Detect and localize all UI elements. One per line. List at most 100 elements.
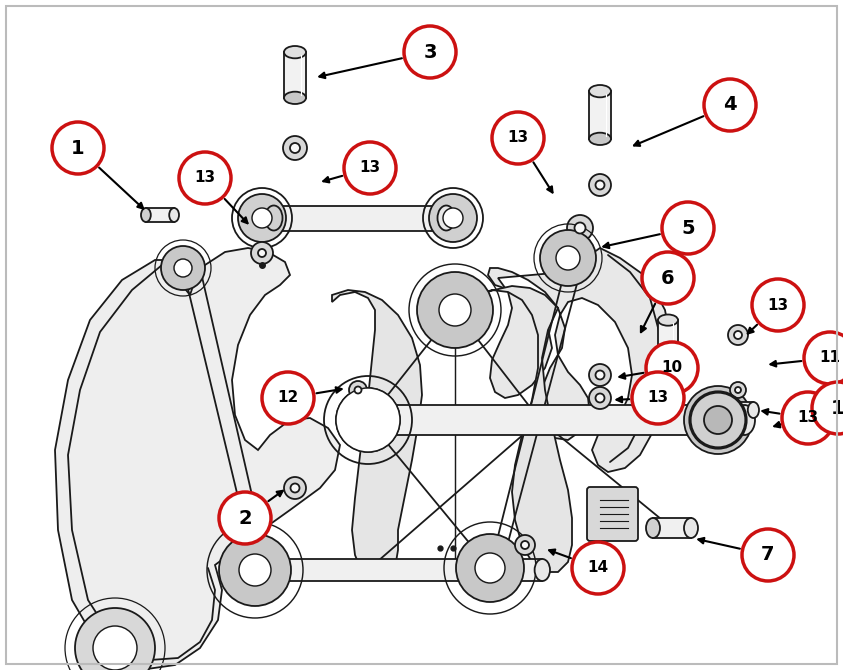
- Circle shape: [556, 246, 580, 270]
- Ellipse shape: [365, 405, 386, 435]
- Circle shape: [429, 194, 477, 242]
- Circle shape: [262, 372, 314, 424]
- Circle shape: [161, 246, 205, 290]
- Ellipse shape: [748, 402, 759, 418]
- Circle shape: [344, 142, 396, 194]
- Circle shape: [290, 143, 300, 153]
- Ellipse shape: [589, 133, 611, 145]
- Ellipse shape: [658, 358, 678, 369]
- Circle shape: [728, 325, 748, 345]
- Circle shape: [283, 136, 307, 160]
- Circle shape: [734, 331, 742, 339]
- Circle shape: [291, 484, 299, 492]
- Circle shape: [239, 554, 271, 586]
- Circle shape: [804, 332, 843, 384]
- Circle shape: [589, 364, 611, 386]
- Text: 2: 2: [239, 509, 252, 527]
- Ellipse shape: [141, 208, 151, 222]
- Circle shape: [284, 477, 306, 499]
- Text: 13: 13: [507, 131, 529, 145]
- Circle shape: [443, 208, 463, 228]
- Text: 13: 13: [767, 297, 788, 312]
- Polygon shape: [488, 248, 672, 472]
- Circle shape: [730, 382, 746, 398]
- Circle shape: [595, 393, 604, 403]
- Bar: [146, 208, 175, 222]
- Circle shape: [336, 388, 400, 452]
- Circle shape: [595, 180, 604, 190]
- Bar: [258, 559, 542, 581]
- Circle shape: [354, 406, 382, 434]
- Circle shape: [521, 541, 529, 549]
- Text: 13: 13: [195, 170, 216, 186]
- Text: 3: 3: [423, 42, 437, 62]
- Circle shape: [349, 381, 367, 399]
- Circle shape: [589, 174, 611, 196]
- Circle shape: [662, 202, 714, 254]
- Bar: [284, 52, 306, 98]
- Bar: [653, 518, 691, 538]
- Circle shape: [742, 529, 794, 581]
- Circle shape: [219, 492, 271, 544]
- Text: 13: 13: [359, 161, 380, 176]
- Text: 11: 11: [819, 350, 840, 366]
- Circle shape: [75, 608, 155, 670]
- Ellipse shape: [589, 85, 611, 97]
- Text: 5: 5: [681, 218, 695, 237]
- Text: 1: 1: [71, 139, 85, 157]
- Text: 14: 14: [588, 561, 609, 576]
- Ellipse shape: [284, 92, 306, 104]
- Text: 4: 4: [723, 96, 737, 115]
- Circle shape: [782, 392, 834, 444]
- Circle shape: [355, 387, 362, 393]
- Circle shape: [404, 26, 456, 78]
- Circle shape: [336, 388, 400, 452]
- Text: 7: 7: [761, 545, 775, 565]
- Circle shape: [567, 215, 593, 241]
- Circle shape: [703, 405, 733, 435]
- FancyBboxPatch shape: [587, 487, 638, 541]
- Text: 1: 1: [831, 399, 843, 417]
- Circle shape: [252, 208, 272, 228]
- Circle shape: [179, 152, 231, 204]
- Bar: [658, 320, 678, 364]
- Polygon shape: [55, 248, 340, 670]
- Bar: [274, 206, 446, 230]
- Text: 10: 10: [662, 360, 683, 375]
- Circle shape: [704, 406, 732, 434]
- Bar: [589, 91, 611, 139]
- Circle shape: [684, 386, 752, 454]
- Circle shape: [812, 382, 843, 434]
- Circle shape: [258, 249, 266, 257]
- Circle shape: [515, 535, 535, 555]
- Circle shape: [540, 230, 596, 286]
- Ellipse shape: [169, 208, 179, 222]
- Circle shape: [174, 259, 192, 277]
- Circle shape: [251, 242, 273, 264]
- Circle shape: [690, 392, 746, 448]
- Bar: [375, 405, 744, 435]
- Polygon shape: [478, 286, 572, 572]
- Text: 6: 6: [661, 269, 674, 287]
- Text: 13: 13: [647, 391, 668, 405]
- Circle shape: [52, 122, 104, 174]
- Ellipse shape: [284, 46, 306, 58]
- Circle shape: [475, 553, 505, 583]
- Circle shape: [595, 371, 604, 379]
- Circle shape: [752, 279, 804, 331]
- Circle shape: [574, 222, 586, 234]
- Circle shape: [704, 79, 756, 131]
- Circle shape: [589, 387, 611, 409]
- Ellipse shape: [684, 518, 698, 538]
- Circle shape: [439, 294, 471, 326]
- Ellipse shape: [717, 402, 728, 418]
- Text: 12: 12: [277, 391, 298, 405]
- Polygon shape: [332, 290, 422, 580]
- Circle shape: [642, 252, 694, 304]
- Bar: [722, 402, 754, 418]
- Ellipse shape: [646, 518, 660, 538]
- Circle shape: [219, 534, 291, 606]
- Ellipse shape: [250, 559, 266, 581]
- Circle shape: [735, 387, 741, 393]
- Circle shape: [632, 372, 684, 424]
